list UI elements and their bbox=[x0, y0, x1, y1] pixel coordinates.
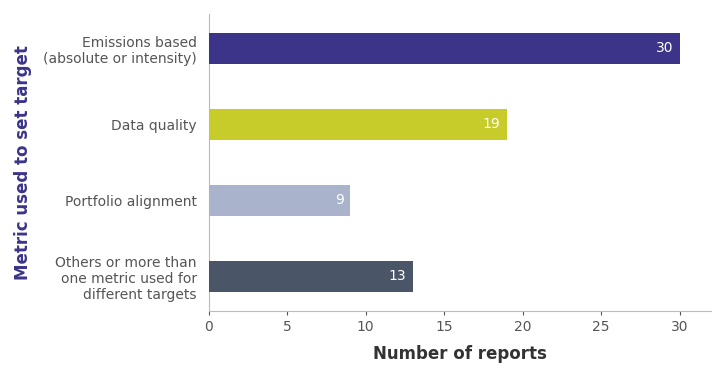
Text: 19: 19 bbox=[483, 117, 501, 132]
Bar bbox=[209, 261, 413, 292]
Bar bbox=[209, 185, 350, 216]
Bar bbox=[209, 33, 680, 64]
Text: 13: 13 bbox=[389, 270, 407, 284]
X-axis label: Number of reports: Number of reports bbox=[373, 345, 547, 363]
Text: 30: 30 bbox=[656, 41, 674, 55]
Bar bbox=[209, 109, 507, 140]
Text: 9: 9 bbox=[335, 193, 344, 207]
Y-axis label: Metric used to set target: Metric used to set target bbox=[14, 45, 32, 280]
